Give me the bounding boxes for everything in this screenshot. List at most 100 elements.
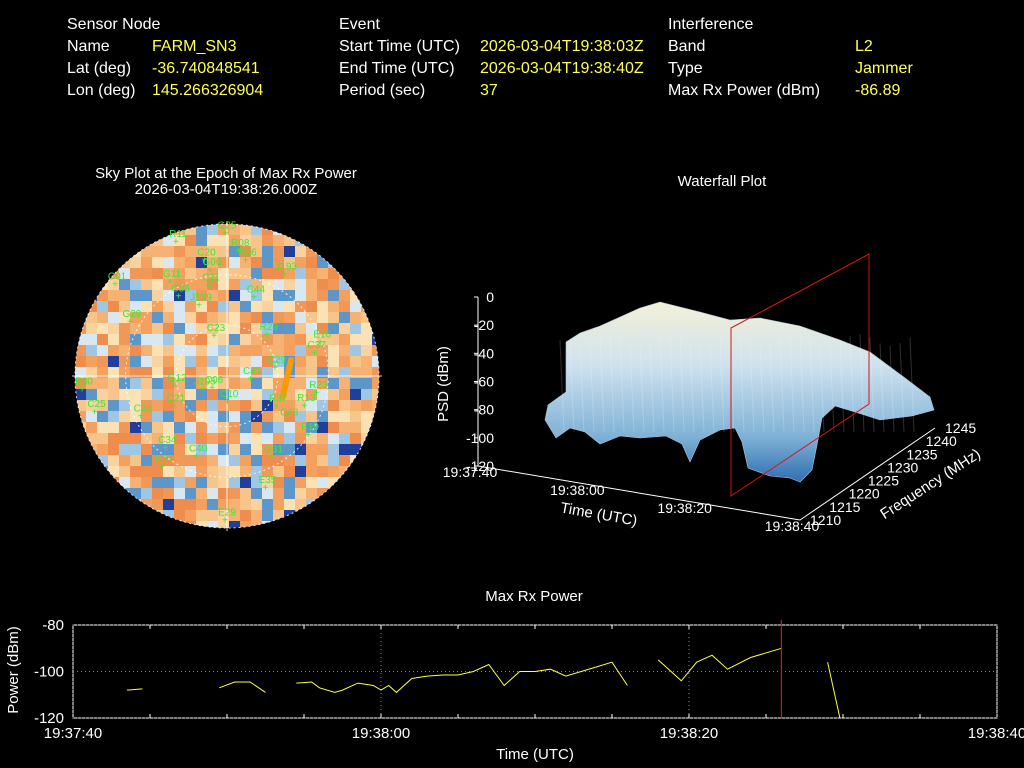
frequency-tick-label: 1240 xyxy=(926,433,957,449)
waterfall-ridge xyxy=(579,345,585,433)
satellite-marker: + xyxy=(200,385,206,396)
waterfall-ridge xyxy=(909,337,915,433)
satellite-label: C38 xyxy=(171,284,190,295)
band-label: Band xyxy=(668,38,706,55)
satellite-label: R11 xyxy=(169,229,187,240)
satellite-label: C27 xyxy=(155,454,174,465)
satellite-label: J195 xyxy=(194,377,216,388)
satellite-label: R13 xyxy=(297,393,316,404)
satellite-label: C41 xyxy=(243,366,262,377)
satellite-label: C01 xyxy=(108,272,127,283)
satellite-label: C43 xyxy=(280,408,299,419)
waterfall-ridge xyxy=(779,339,785,433)
waterfall-ridge xyxy=(879,343,885,433)
waterfall-ridge xyxy=(669,333,675,433)
satellite-marker: + xyxy=(173,237,179,248)
waterfall-surface xyxy=(544,301,935,483)
satellite-label: J193 xyxy=(275,262,297,273)
frequency-tick-label: 1235 xyxy=(906,446,937,462)
satellite-label: C23 xyxy=(207,323,226,334)
satellite-label: R26 xyxy=(238,248,257,259)
z-tick-label: -80 xyxy=(474,402,494,418)
satellite-marker: + xyxy=(138,411,144,422)
time-tick-label: 19:38:00 xyxy=(550,482,605,498)
satellite-label: E19 xyxy=(301,422,319,433)
name-value: FARM_SN3 xyxy=(152,38,237,55)
waterfall-ridge xyxy=(899,343,905,433)
waterfall-ridge xyxy=(679,336,685,433)
satellite-label: C40 xyxy=(189,443,208,454)
satellite-marker: + xyxy=(207,265,213,276)
waterfall-ridge xyxy=(839,341,845,433)
satellite-marker: + xyxy=(281,270,287,281)
satellite-label: R08 xyxy=(231,238,250,249)
waterfall-ridge xyxy=(599,335,605,433)
lon-label: Lon (deg) xyxy=(67,82,136,99)
type-label: Type xyxy=(668,60,703,77)
satellite-label: G11 xyxy=(163,269,182,280)
sensor-heading: Sensor Node xyxy=(67,16,161,33)
waterfall-ridge xyxy=(589,340,595,433)
skyplot: +G25+R11+R08+R26+C20+G06+C11 +J193+C01 +G1… xyxy=(72,220,382,531)
z-tick-label: 0 xyxy=(486,289,494,305)
waterfall-ridge xyxy=(609,334,615,433)
waterfall-ridge xyxy=(749,340,755,433)
satellite-marker: + xyxy=(206,281,212,292)
satellite-label: G25 xyxy=(218,220,237,231)
period-value: 37 xyxy=(480,82,498,99)
lat-value: -36.740848541 xyxy=(152,60,260,77)
satellite-marker: + xyxy=(162,443,168,454)
satellite-label: C34 xyxy=(158,435,177,446)
satellite-label: C36 xyxy=(134,403,153,414)
satellite-label: C21 xyxy=(167,394,186,405)
satellite-label: J199 xyxy=(190,293,212,304)
power-y-tick-label: -80 xyxy=(42,617,64,634)
end-label: End Time (UTC) xyxy=(339,60,455,77)
satellite-marker: + xyxy=(312,348,318,359)
lat-label: Lat (deg) xyxy=(67,60,132,77)
satellite-marker: + xyxy=(317,337,323,348)
satellite-marker: + xyxy=(176,292,182,303)
z-tick-label: -100 xyxy=(466,430,494,446)
skyplot-title-block: Sky Plot at the Epoch of Max Rx Power 20… xyxy=(76,166,376,198)
z-tick-label: -40 xyxy=(474,345,494,361)
interference-panel: Interference Band L2 Type Jammer Max Rx Po… xyxy=(668,14,913,102)
band-value: L2 xyxy=(855,38,873,55)
event-heading: Event xyxy=(339,16,380,33)
waterfall-ridge xyxy=(849,335,855,433)
frequency-tick-label: 1245 xyxy=(945,420,976,436)
satellite-marker: + xyxy=(209,383,215,394)
skyplot-background xyxy=(75,224,379,528)
waterfall-ridge xyxy=(799,334,805,433)
z-tick-label: -20 xyxy=(474,317,494,333)
power-x-tick-label: 19:38:00 xyxy=(352,725,410,742)
start-label: Start Time (UTC) xyxy=(339,38,460,55)
satellite-label: G29 xyxy=(122,309,141,320)
power-trace xyxy=(657,647,782,682)
power-trace xyxy=(219,681,266,693)
satellite-marker: + xyxy=(264,330,270,341)
satellite-label: C25 xyxy=(87,399,106,410)
satellite-label: C44 xyxy=(247,285,266,296)
waterfall-ridge xyxy=(869,337,875,433)
time-tick-label: 19:38:40 xyxy=(765,518,820,534)
lon-value: 145.266326904 xyxy=(152,82,264,99)
satellite-marker: + xyxy=(196,301,202,312)
power-xlabel: Time (UTC) xyxy=(496,746,574,763)
power-y-tick-label: -120 xyxy=(34,710,64,727)
frequency-tick-label: 1220 xyxy=(849,486,880,502)
waterfall-title: Waterfall Plot xyxy=(677,173,767,190)
waterfall-ridge xyxy=(709,343,715,433)
satellite-marker: + xyxy=(314,388,320,399)
waterfall-time-axis xyxy=(477,465,801,521)
power-chart-title: Max Rx Power xyxy=(485,588,583,605)
power-y-tick-label: -100 xyxy=(34,664,64,681)
waterfall-ridge xyxy=(859,334,865,433)
satellite-marker: + xyxy=(247,374,253,385)
waterfall-ridge xyxy=(769,344,775,433)
skyplot-subtitle: 2026-03-04T19:38:26.000Z xyxy=(134,181,318,198)
power-label: Max Rx Power (dBm) xyxy=(668,82,821,99)
satellite-marker: + xyxy=(92,407,98,418)
